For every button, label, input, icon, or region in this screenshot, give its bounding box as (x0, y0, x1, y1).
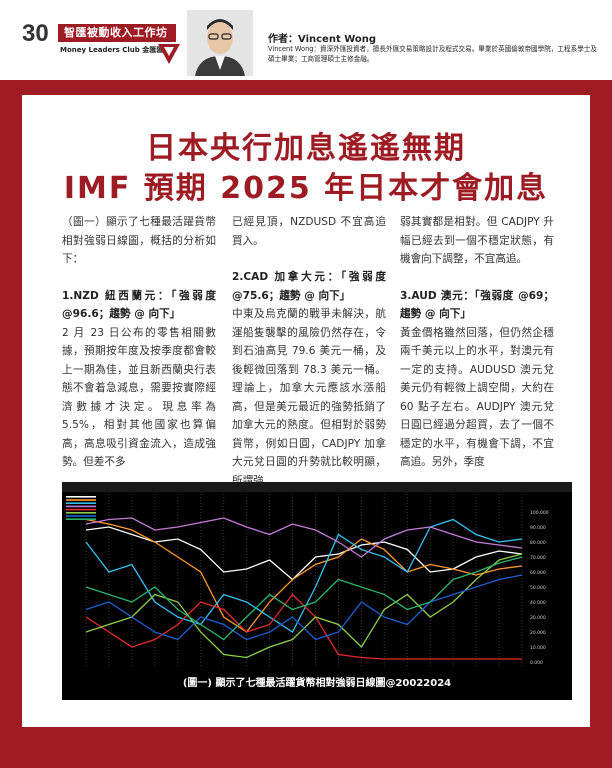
legend-swatch (66, 512, 96, 514)
chart-toolbar (62, 482, 572, 492)
y-tick-label: 90.000 (530, 525, 546, 531)
series-line-4 (85, 517, 523, 558)
article-subtitle: IMF 預期 2025 年日本才會加息 (63, 171, 549, 206)
article-title: 日本央行加息遙遙無期 (146, 131, 466, 166)
legend-swatch (66, 499, 96, 501)
cad-heading: 2.CAD 加拿大元：「強弱度 @75.6；趨勢 @ 向下」 (232, 271, 386, 302)
legend-swatch (66, 496, 96, 498)
author-name: 作者：Vincent Wong (268, 34, 377, 45)
series-line-5 (85, 593, 522, 660)
chart-svg: 100.000 90.000 80.000 70.000 60.000 50.000 40.… (62, 482, 572, 666)
nzd-heading: 1.NZD 紐西蘭元：「強弱度 @96.6；趨勢 @ 向下」 (62, 289, 216, 321)
text-column-2: 已經見頂，NZDUSD 不宜高追買入。 2.CAD 加拿大元：「強弱度 @75.… (232, 213, 386, 490)
legend-swatch (66, 505, 96, 508)
y-tick-label: 40.000 (530, 600, 546, 606)
legend-swatch (66, 502, 96, 504)
page-number: 30 (22, 20, 49, 47)
series-line-2 (85, 518, 523, 633)
y-tick-label: 10.000 (530, 645, 546, 651)
aud-paragraph: 黃金價格雖然回落，但仍然企穩兩千美元以上的水平，對澳元有一定的支持。AUDUSD… (400, 326, 554, 469)
nzd-paragraph: 2 月 23 日公布的零售相關數據，預期按年度及按季度都會較上一期為佳，並且新西… (62, 326, 216, 469)
author-photo (187, 10, 253, 76)
y-tick-label: 0.000 (530, 660, 543, 666)
column-subtitle: Money Leaders Club 金匯匯 (60, 46, 164, 54)
legend-swatch (66, 518, 96, 520)
cad-continued: 弱其實都是相對。但 CADJPY 升幅已經去到一個不穩定狀態，有機會向下調整，不… (400, 216, 554, 265)
legend-swatch (66, 508, 96, 511)
chart-caption: (圖一) 顯示了七種最活躍貨幣相對強弱日線圖@20022024 (182, 678, 452, 689)
aud-heading: 3.AUD 澳元：「強弱度 @69；趨勢 @ 向下」 (400, 289, 554, 321)
v-logo-icon (158, 44, 180, 64)
y-tick-label: 60.000 (530, 570, 546, 576)
series-line-7 (85, 574, 523, 641)
nzd-continued: 已經見頂，NZDUSD 不宜高追買入。 (232, 216, 386, 247)
series-line-1 (85, 526, 523, 581)
intro-paragraph: （圖一）顯示了七種最活躍貨幣相對強弱日線圖，概括的分析如下： (62, 216, 216, 265)
text-column-3: 弱其實都是相對。但 CADJPY 升幅已經去到一個不穩定狀態，有機會向下調整，不… (400, 213, 554, 472)
article-content: 日本央行加息遙遙無期 IMF 預期 2025 年日本才會加息 （圖一）顯示了七種… (22, 95, 590, 727)
currency-strength-chart: 100.000 90.000 80.000 70.000 60.000 50.000 40.… (62, 482, 572, 700)
series-line-3 (85, 518, 523, 633)
y-tick-label: 80.000 (530, 540, 546, 546)
text-column-1: （圖一）顯示了七種最活躍貨幣相對強弱日線圖，概括的分析如下： 1.NZD 紐西蘭… (62, 213, 216, 472)
page-header: 30 智匯被動收入工作坊 Money Leaders Club 金匯匯 作者：V… (0, 0, 612, 80)
y-tick-label: 20.000 (530, 630, 546, 636)
y-tick-label: 30.000 (530, 615, 546, 621)
legend-swatch (66, 515, 96, 517)
y-tick-label: 100.000 (530, 510, 549, 516)
y-tick-label: 50.000 (530, 585, 546, 591)
column-title: 智匯被動收入工作坊 (58, 24, 176, 42)
series-line-8 (85, 556, 523, 641)
cad-paragraph: 中東及烏克蘭的戰爭未解決，航運船隻襲擊的風險仍然存在，令到石油高見 79.6 美… (232, 308, 386, 487)
y-tick-label: 70.000 (530, 555, 546, 561)
author-bio: Vincent Wong：資深外匯投資者，擅長外匯交易策略設計及程式交易。畢業於… (268, 45, 597, 63)
